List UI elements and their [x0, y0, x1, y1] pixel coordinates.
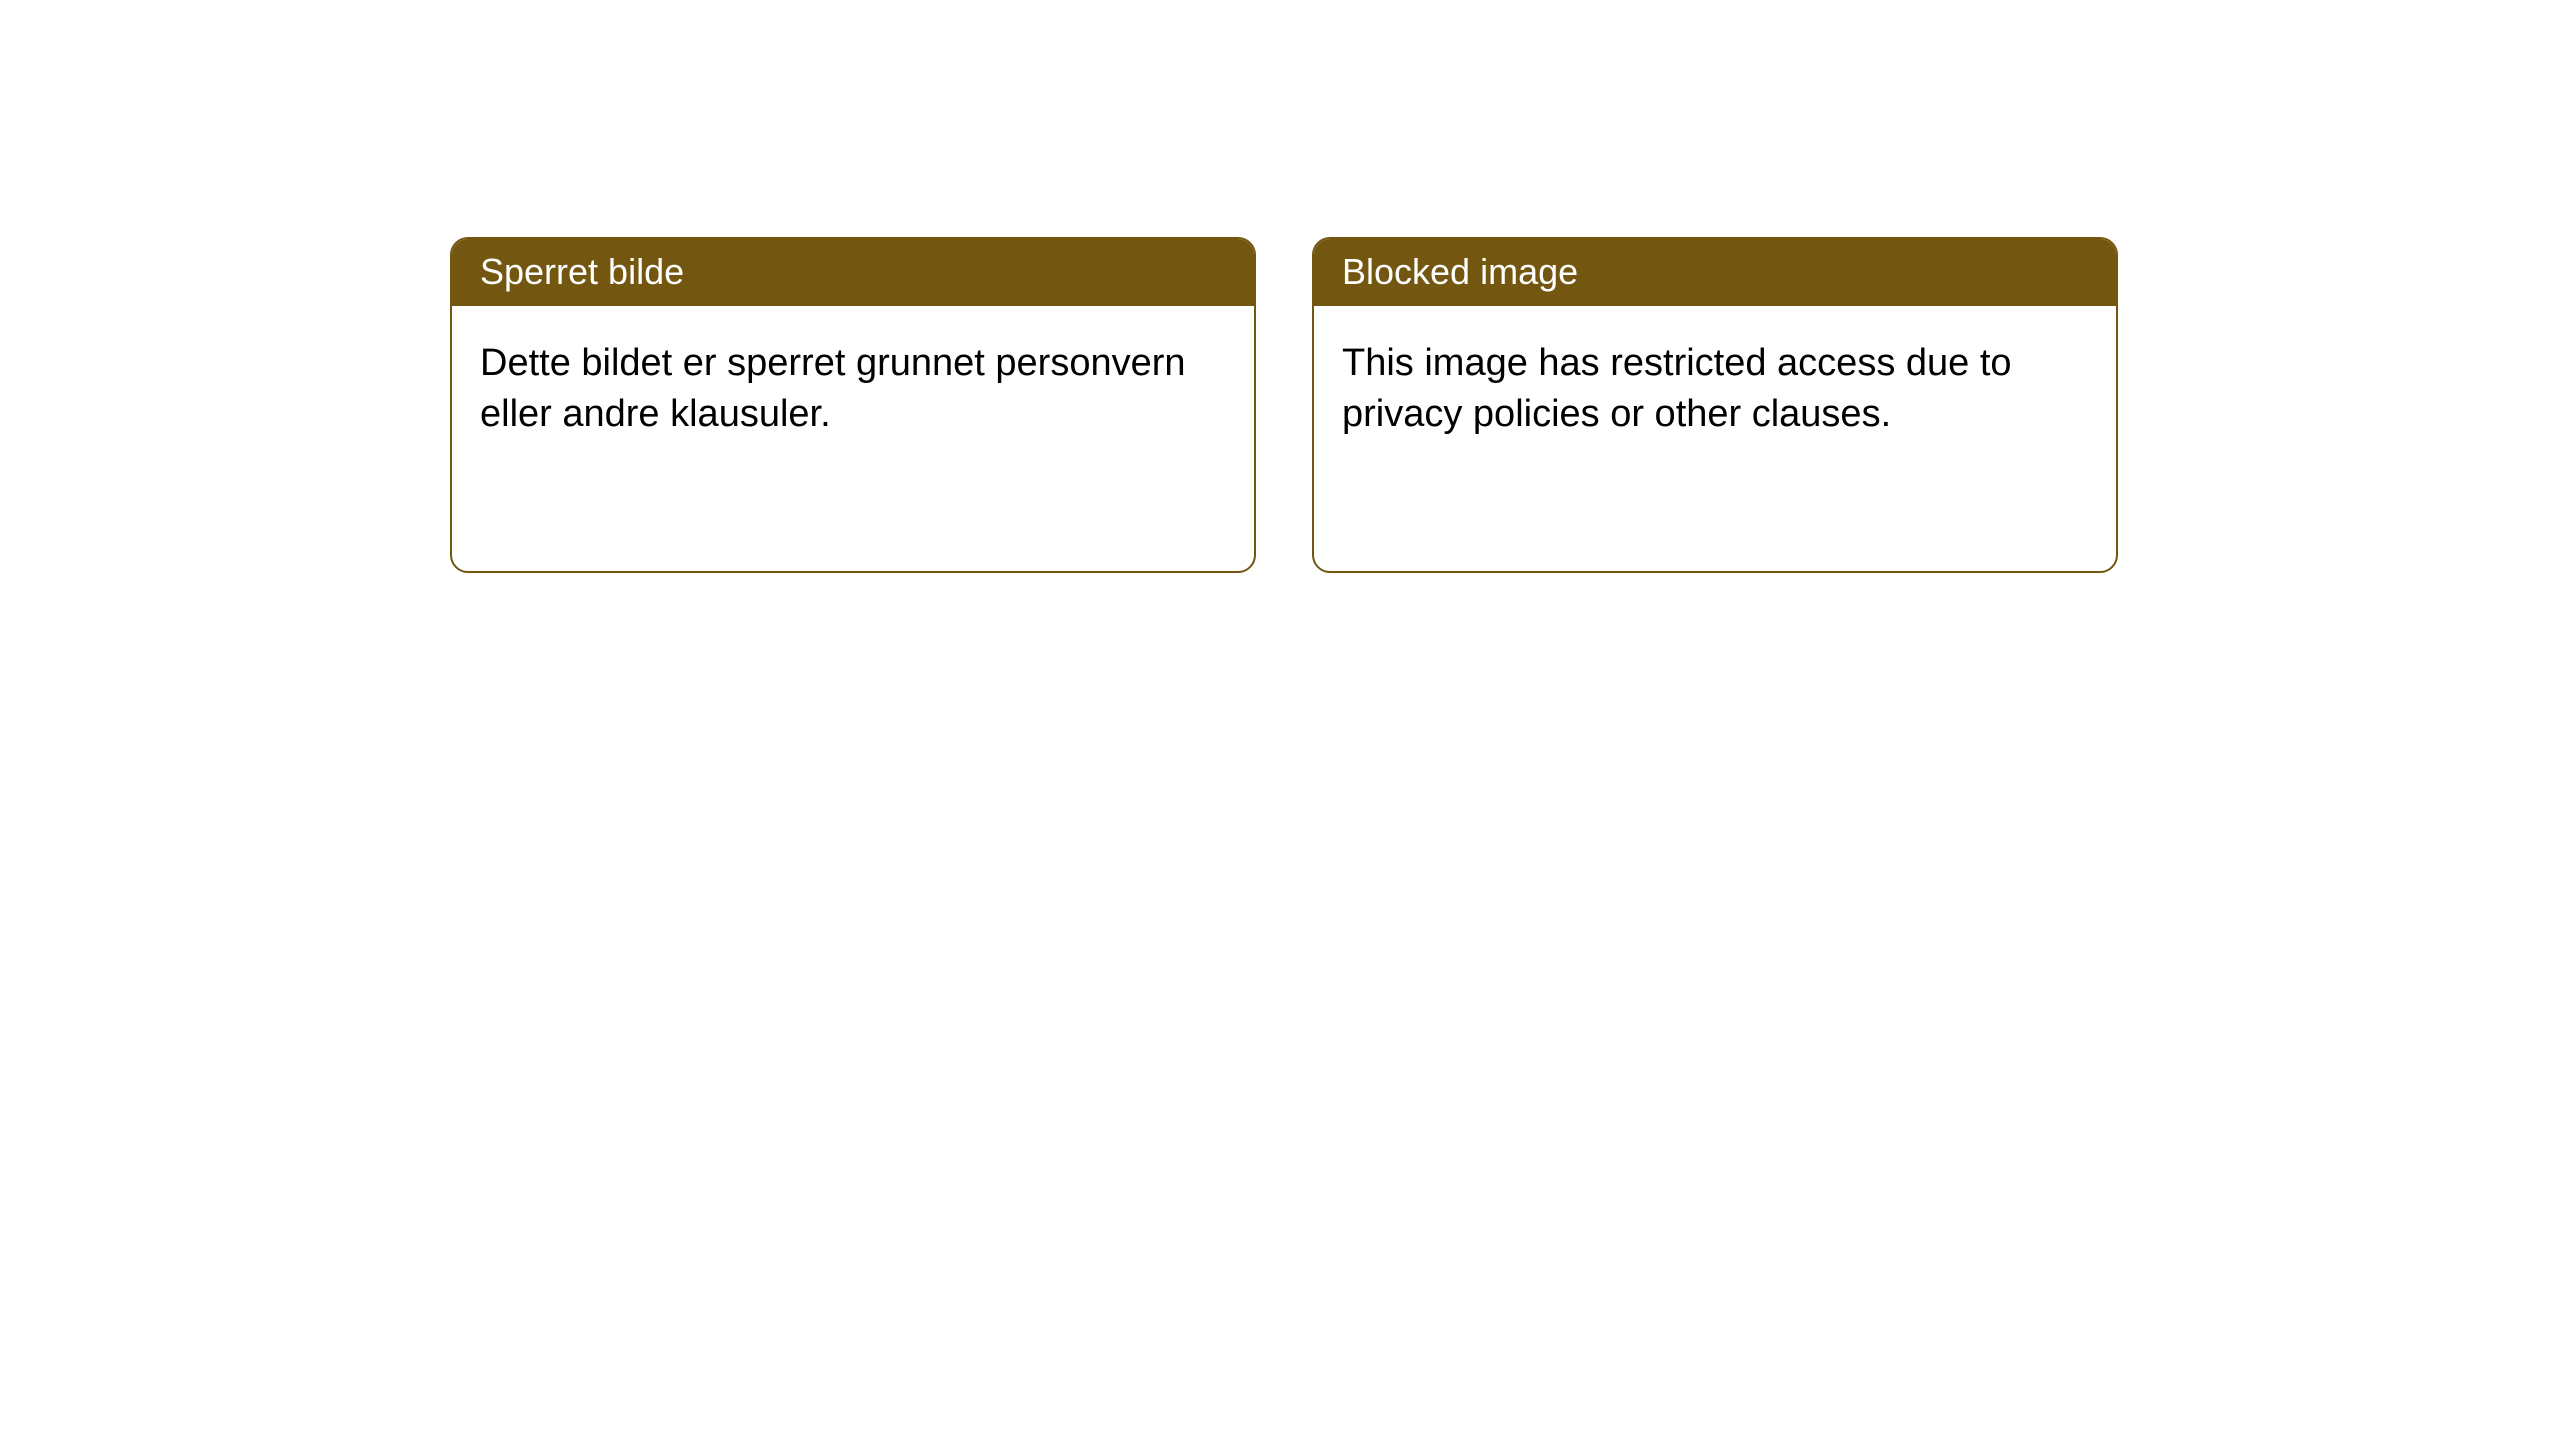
- card-title-no: Sperret bilde: [480, 251, 684, 292]
- card-header-no: Sperret bilde: [452, 239, 1254, 306]
- card-body-en: This image has restricted access due to …: [1314, 306, 2116, 473]
- card-title-en: Blocked image: [1342, 251, 1578, 292]
- card-header-en: Blocked image: [1314, 239, 2116, 306]
- blocked-image-card-no: Sperret bilde Dette bildet er sperret gr…: [450, 237, 1256, 573]
- blocked-image-card-en: Blocked image This image has restricted …: [1312, 237, 2118, 573]
- notice-container: Sperret bilde Dette bildet er sperret gr…: [0, 0, 2560, 573]
- card-body-no: Dette bildet er sperret grunnet personve…: [452, 306, 1254, 473]
- card-message-en: This image has restricted access due to …: [1342, 342, 2012, 435]
- card-message-no: Dette bildet er sperret grunnet personve…: [480, 342, 1186, 435]
